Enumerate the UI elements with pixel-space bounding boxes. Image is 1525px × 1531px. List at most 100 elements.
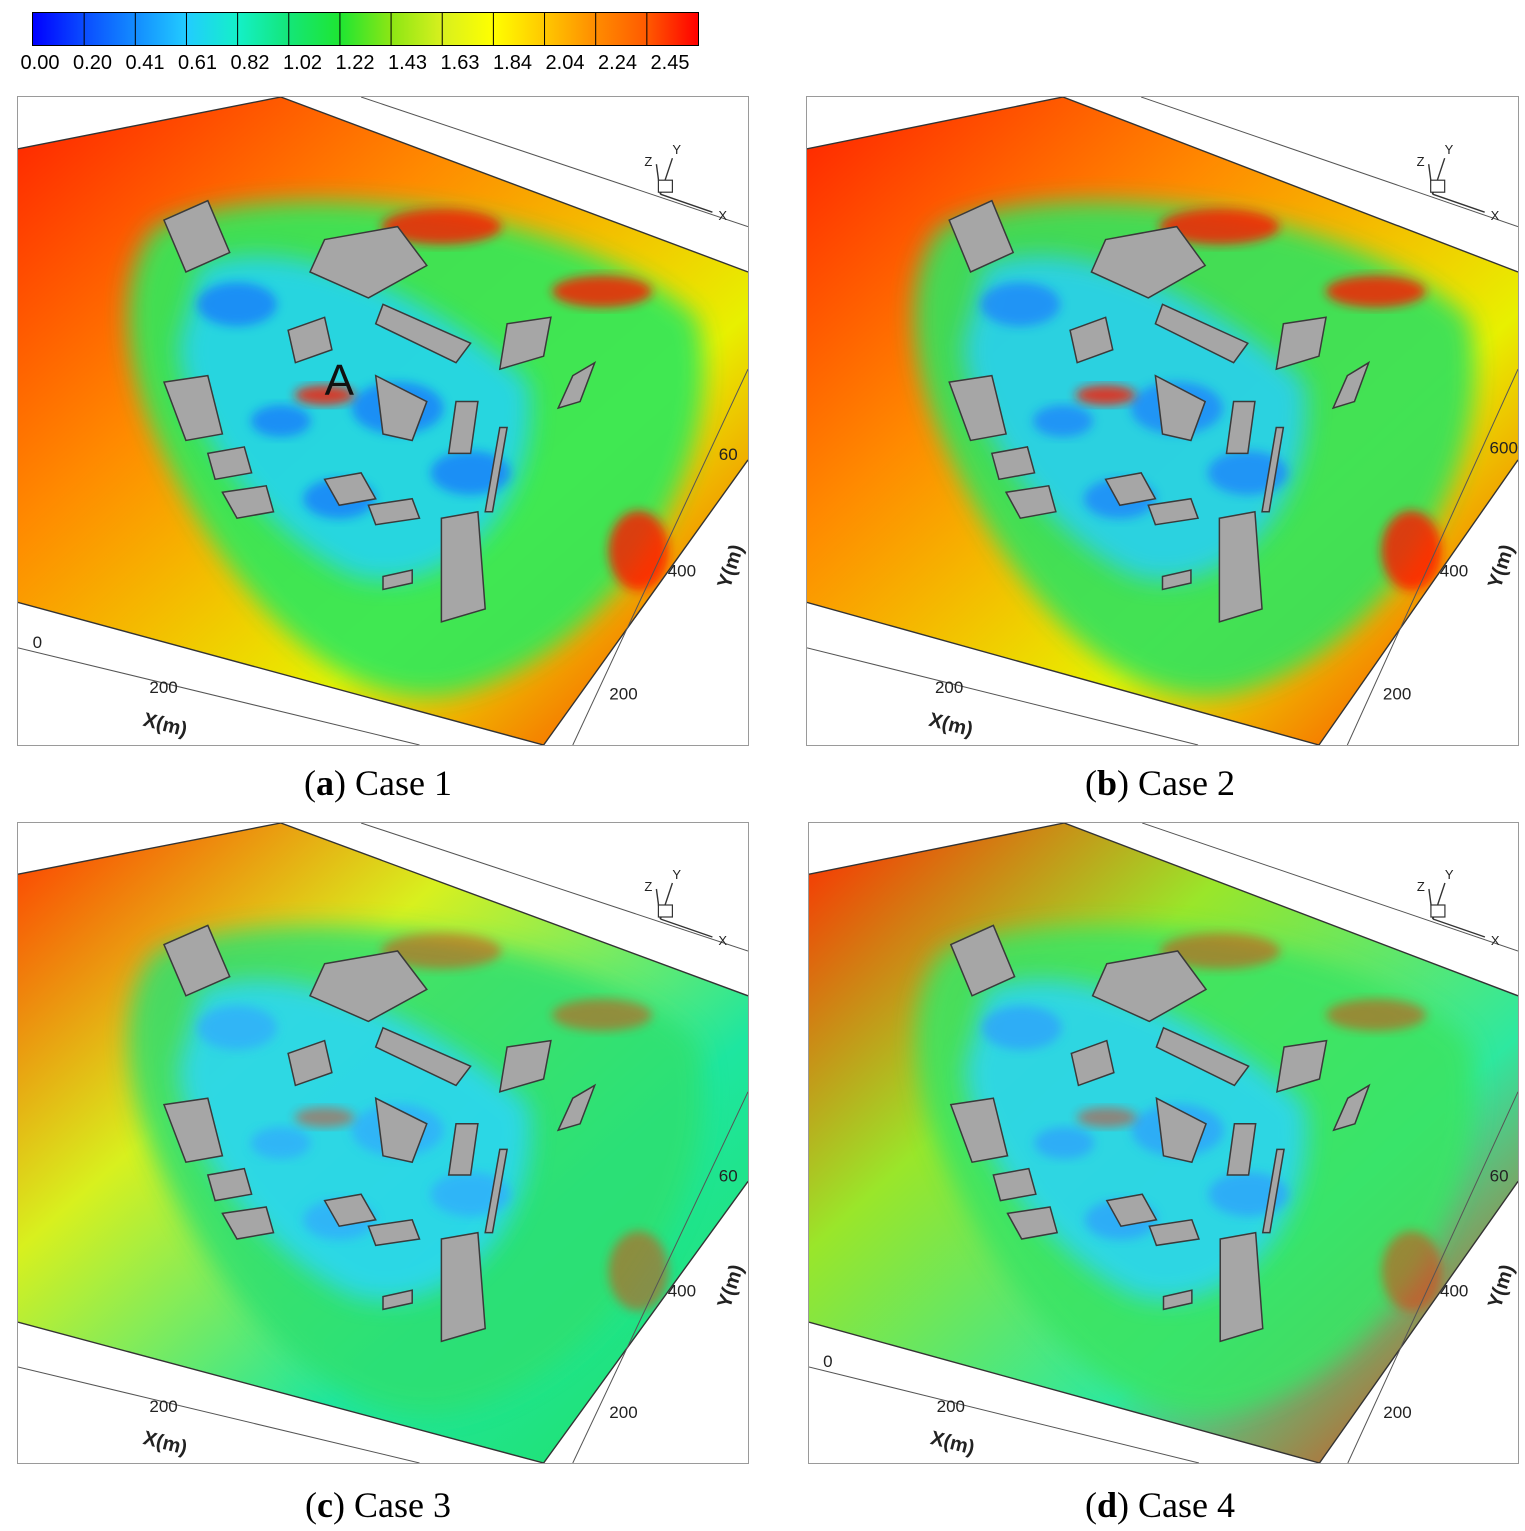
high-velocity-patch — [1381, 1231, 1442, 1311]
low-velocity-pocket — [1032, 405, 1093, 437]
domain-frame-line — [809, 1366, 1200, 1463]
colorbar-tick-label: 1.22 — [335, 52, 375, 74]
panel-case-1: Z Y X 0 200 X(m) 200 400 60 Y(m) A — [17, 96, 749, 746]
triad-label: Y — [672, 867, 681, 882]
building — [374, 1096, 428, 1164]
y-tick-label: 200 — [609, 685, 637, 704]
low-velocity-pocket — [197, 1005, 277, 1050]
colorbar-tick-label: 1.63 — [440, 52, 480, 74]
panel-case-4: Z Y X 0 200 X(m) 200 400 60 Y(m) — [808, 822, 1519, 1464]
low-velocity-pocket — [980, 282, 1061, 327]
colorbar — [32, 12, 699, 46]
domain-frame-line — [1318, 459, 1518, 745]
triad-label: Y — [1445, 867, 1454, 882]
triad-label: X — [1491, 933, 1500, 948]
domain-frame-line — [1142, 823, 1518, 952]
domain-frame-line — [572, 1091, 748, 1463]
high-velocity-patch — [381, 933, 502, 969]
building — [440, 1231, 486, 1343]
building — [1155, 1026, 1250, 1087]
building — [382, 1289, 413, 1311]
triad-label: X — [1491, 208, 1500, 223]
building — [374, 374, 428, 442]
triad-label: Z — [1417, 879, 1425, 894]
high-velocity-patch — [1159, 208, 1280, 245]
domain-frame-line — [360, 97, 748, 228]
building — [1155, 1096, 1207, 1164]
domain-frame-line — [1063, 823, 1518, 997]
building — [287, 316, 333, 364]
triad-box — [657, 904, 674, 918]
building — [1218, 510, 1263, 623]
building — [206, 1167, 253, 1202]
domain-frame-line — [280, 97, 748, 273]
outside-domain — [809, 1322, 1320, 1463]
building — [948, 199, 1015, 273]
y-tick-label: 400 — [1440, 562, 1468, 581]
y-tick-label: 60 — [719, 445, 738, 464]
building — [163, 924, 231, 997]
domain-frame-line — [572, 368, 748, 745]
domain-frame-line — [809, 1321, 1320, 1463]
x-tick-label: 200 — [935, 678, 963, 697]
domain-frame-line — [360, 823, 748, 952]
high-velocity-patch — [1326, 999, 1427, 1031]
x-tick-label: 200 — [149, 678, 177, 697]
y-tick-label: 60 — [719, 1166, 738, 1185]
high-velocity-patch — [1381, 510, 1442, 591]
y-tick-label: 600 — [1490, 438, 1518, 457]
colorbar-tick-label: 0.41 — [125, 52, 165, 74]
high-velocity-patch — [552, 999, 652, 1031]
colorbar-tick-label: 2.04 — [545, 52, 585, 74]
outside-domain — [18, 1322, 544, 1463]
triad-x-axis — [1432, 193, 1485, 213]
high-velocity-patch — [381, 208, 502, 245]
colorbar-tick-label: 0.61 — [178, 52, 217, 74]
caption-case-1: (a) Case 1 — [304, 763, 452, 803]
building — [484, 426, 508, 513]
domain-frame-line — [1141, 97, 1518, 228]
domain-frame-line — [18, 1321, 544, 1463]
building — [309, 950, 428, 1023]
building — [1261, 426, 1285, 513]
x-tick-label: 0 — [823, 1352, 832, 1371]
colorbar-tick-label: 0.82 — [230, 52, 270, 74]
low-velocity-pocket — [197, 282, 277, 327]
building — [1154, 374, 1207, 442]
outside-domain — [280, 97, 748, 272]
building — [367, 497, 421, 526]
building — [309, 225, 428, 299]
high-velocity-patch — [552, 275, 652, 308]
panel-case-2: Z Y X 200 X(m) 200 400 600 Y(m) — [806, 96, 1519, 746]
colorbar-tick-label: 2.24 — [598, 52, 637, 74]
caption-case-4: (d) Case 4 — [1084, 1485, 1236, 1525]
building — [990, 446, 1036, 481]
building — [163, 199, 231, 273]
caption-case-3: (c) Case 3 — [305, 1485, 451, 1525]
colorbar-gradient — [33, 13, 698, 45]
low-velocity-pocket — [250, 1127, 311, 1159]
triad-label: Z — [644, 154, 652, 169]
building — [949, 1097, 1009, 1164]
domain-frame-line — [807, 601, 1320, 745]
x-tick-label: 200 — [149, 1397, 177, 1416]
x-tick-label: 0 — [33, 633, 42, 652]
y-tick-label: 200 — [1383, 685, 1411, 704]
domain-frame-line — [543, 459, 748, 745]
domain-frame-line — [809, 823, 1065, 875]
building — [498, 1039, 552, 1093]
domain-frame-line — [1347, 1091, 1518, 1463]
building — [323, 1193, 377, 1228]
building — [1147, 497, 1200, 526]
building — [206, 446, 253, 481]
high-velocity-patch — [1075, 385, 1136, 406]
outside-domain — [1062, 97, 1518, 272]
building — [1226, 1123, 1257, 1176]
domain-frame-line — [280, 823, 748, 997]
building — [1069, 316, 1114, 364]
y-tick-label: 60 — [1490, 1166, 1509, 1185]
triad-x-axis — [660, 918, 713, 938]
triad-x-axis — [660, 193, 713, 213]
colorbar-tick-label: 0.20 — [73, 52, 112, 74]
